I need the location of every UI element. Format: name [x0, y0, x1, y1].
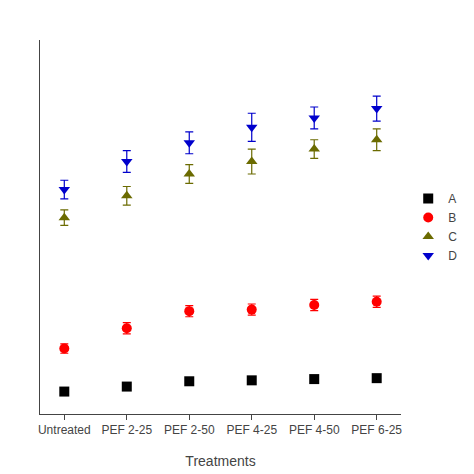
svg-text:Treatments: Treatments — [185, 453, 255, 469]
svg-text:A: A — [448, 192, 456, 206]
svg-text:B: B — [448, 211, 456, 225]
svg-text:PEF 2-50: PEF 2-50 — [164, 423, 215, 437]
svg-text:PEF 4-50: PEF 4-50 — [289, 423, 340, 437]
svg-text:PEF 6-25: PEF 6-25 — [351, 423, 402, 437]
svg-text:D: D — [448, 249, 457, 263]
svg-text:Untreated: Untreated — [38, 423, 91, 437]
svg-text:C: C — [448, 230, 457, 244]
svg-text:PEF 4-25: PEF 4-25 — [226, 423, 277, 437]
svg-text:PEF 2-25: PEF 2-25 — [101, 423, 152, 437]
